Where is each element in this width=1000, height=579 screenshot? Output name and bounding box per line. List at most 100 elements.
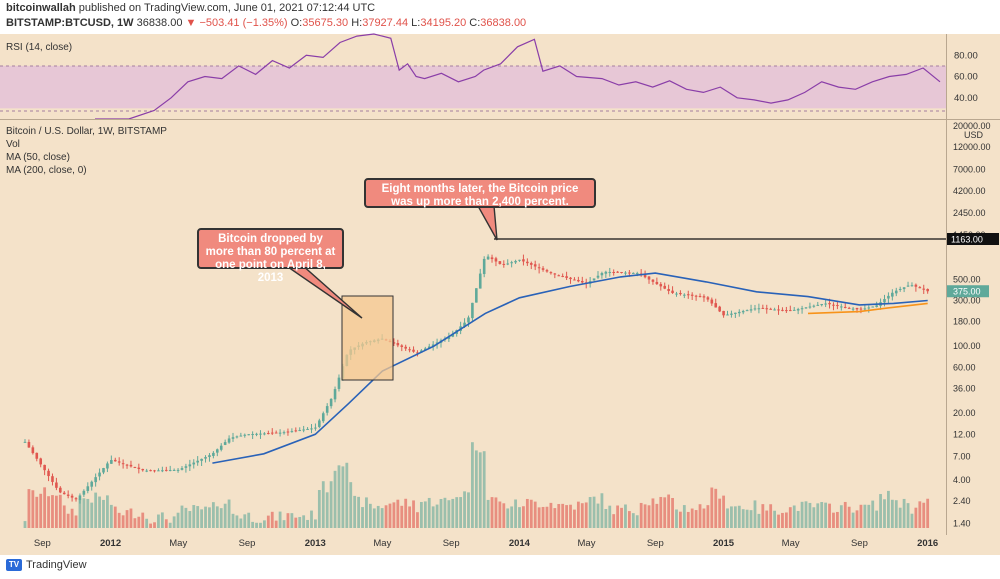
volume-bar bbox=[710, 487, 714, 528]
main-title[interactable]: Bitcoin / U.S. Dollar, 1W, BITSTAMP bbox=[6, 126, 167, 137]
volume-bar bbox=[800, 501, 804, 528]
volume-bar bbox=[784, 512, 788, 528]
rsi-tick-label: 60.00 bbox=[954, 72, 978, 83]
candle-body bbox=[227, 438, 231, 443]
time-tick-label: May bbox=[578, 538, 596, 549]
volume-bar bbox=[435, 504, 439, 528]
time-tick-label: Sep bbox=[239, 538, 256, 549]
volume-bar bbox=[168, 522, 172, 528]
volume-bar bbox=[361, 507, 364, 528]
price-tick-label: 20.00 bbox=[953, 408, 976, 418]
candle-body bbox=[478, 273, 482, 289]
candle-body bbox=[490, 257, 494, 260]
volume-bar bbox=[200, 509, 204, 528]
candle-body bbox=[777, 309, 780, 311]
volume-bar bbox=[828, 503, 831, 528]
candle-body bbox=[164, 469, 168, 471]
time-tick-label: Sep bbox=[851, 538, 868, 549]
low-value: 34195.20 bbox=[420, 17, 467, 29]
candle-body bbox=[600, 273, 604, 276]
candle-body bbox=[314, 427, 317, 429]
drop-callout-pointer bbox=[282, 264, 363, 319]
candle-body bbox=[671, 290, 674, 294]
last-price: 36838.00 bbox=[136, 17, 183, 29]
candle-body bbox=[216, 449, 219, 453]
author-name[interactable]: bitcoinwallah bbox=[6, 2, 76, 14]
brand-label: TradingView bbox=[26, 559, 87, 571]
candle-body bbox=[847, 307, 851, 309]
volume-bar bbox=[196, 506, 200, 528]
volume-bar bbox=[706, 505, 710, 528]
volume-bar bbox=[808, 502, 812, 528]
volume-bar bbox=[730, 506, 733, 528]
candle-body bbox=[172, 469, 176, 471]
candle-body bbox=[910, 285, 914, 287]
last-price-box bbox=[947, 285, 989, 298]
volume-bar bbox=[23, 521, 27, 528]
candle-body bbox=[918, 287, 922, 289]
indicator-ma200[interactable]: MA (200, close, 0) bbox=[6, 165, 87, 176]
candle-body bbox=[612, 271, 615, 273]
volume-bar bbox=[773, 510, 777, 528]
candle-body bbox=[628, 272, 631, 274]
volume-bar bbox=[98, 496, 101, 528]
candle-body bbox=[836, 305, 839, 307]
time-tick-label: 2015 bbox=[713, 538, 735, 549]
candle-body bbox=[753, 308, 757, 310]
volume-bar bbox=[243, 514, 247, 528]
candle-body bbox=[694, 295, 698, 297]
volume-bar bbox=[675, 509, 678, 528]
volume-bar bbox=[333, 470, 337, 528]
candle-body bbox=[494, 258, 498, 262]
candle-body bbox=[180, 468, 184, 470]
volume-bar bbox=[490, 497, 494, 528]
time-tick-label: 2014 bbox=[509, 538, 531, 549]
candle-body bbox=[529, 263, 533, 265]
candle-body bbox=[55, 482, 58, 488]
volume-bar bbox=[353, 495, 357, 528]
candle-body bbox=[608, 271, 612, 273]
rsi-label[interactable]: RSI (14, close) bbox=[6, 42, 73, 53]
candle-body bbox=[86, 486, 90, 491]
candle-body bbox=[510, 262, 513, 264]
candle-body bbox=[129, 464, 133, 467]
candle-body bbox=[113, 459, 117, 462]
ma50-line bbox=[212, 272, 928, 464]
volume-bar bbox=[537, 507, 541, 528]
indicator-vol[interactable]: Vol bbox=[6, 139, 20, 150]
candle-body bbox=[431, 344, 435, 347]
volume-bar bbox=[749, 510, 753, 528]
indicator-ma50[interactable]: MA (50, close) bbox=[6, 152, 70, 163]
volume-bar bbox=[584, 502, 588, 528]
candle-body bbox=[596, 275, 600, 278]
candle-body bbox=[176, 469, 180, 471]
volume-bar bbox=[408, 506, 412, 528]
volume-bar bbox=[902, 498, 906, 528]
volume-bar bbox=[663, 497, 667, 528]
candle-body bbox=[718, 306, 721, 312]
volume-bar bbox=[208, 507, 211, 528]
candle-body bbox=[843, 306, 847, 308]
volume-bar bbox=[380, 508, 384, 528]
candle-body bbox=[769, 308, 772, 310]
candle-body bbox=[243, 434, 247, 436]
volume-bar bbox=[117, 512, 121, 528]
volume-bar bbox=[682, 505, 686, 528]
candle-body bbox=[412, 349, 415, 352]
volume-bar bbox=[883, 499, 886, 528]
candle-body bbox=[686, 294, 690, 296]
volume-bar bbox=[78, 499, 82, 528]
candle-body bbox=[235, 436, 239, 438]
volume-bar bbox=[231, 513, 235, 528]
candle-body bbox=[887, 295, 890, 299]
candle-body bbox=[471, 302, 474, 319]
tradingview-logo[interactable]: TV TradingView bbox=[6, 559, 87, 571]
volume-bar bbox=[66, 513, 70, 528]
candle-body bbox=[47, 470, 50, 477]
candle-body bbox=[408, 349, 411, 351]
candle-body bbox=[255, 433, 258, 435]
candle-body bbox=[714, 303, 718, 308]
volume-bar bbox=[788, 507, 792, 528]
candle-body bbox=[302, 429, 305, 431]
